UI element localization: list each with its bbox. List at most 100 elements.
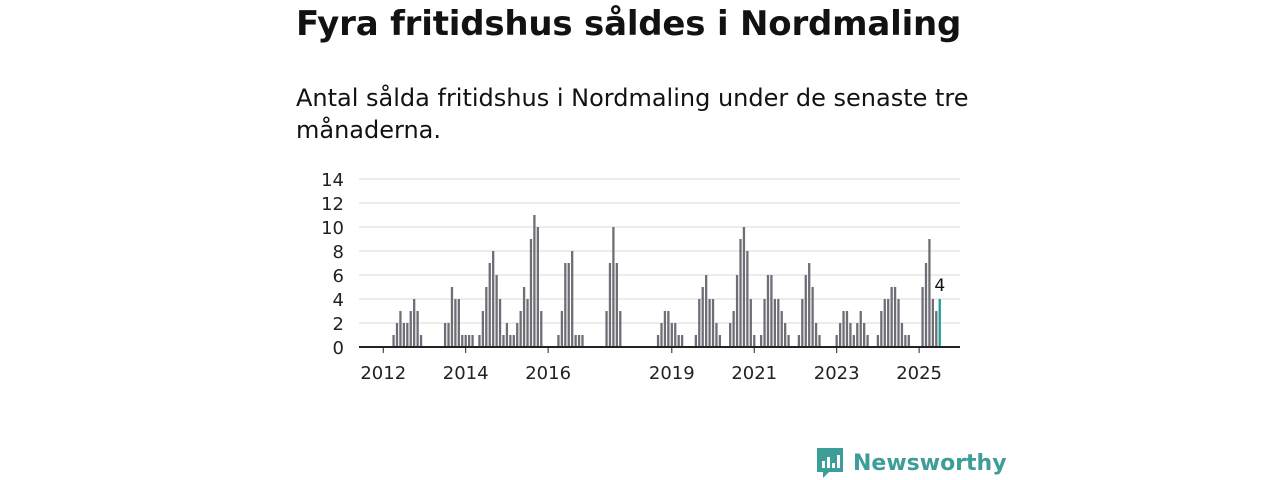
bar (883, 299, 886, 347)
x-tick-label: 2021 (731, 363, 777, 384)
bar (698, 299, 701, 347)
bar (893, 287, 897, 347)
bar (897, 299, 900, 347)
x-tick-label: 2025 (896, 363, 942, 384)
bar (811, 287, 814, 347)
gridlines (359, 178, 960, 324)
bar (814, 323, 818, 347)
bar (928, 239, 931, 347)
bar (773, 299, 776, 347)
bar (498, 299, 502, 347)
bar (849, 323, 852, 347)
bar (907, 335, 910, 347)
bar (395, 323, 399, 347)
bar (880, 311, 883, 347)
bar (406, 323, 409, 347)
bar (735, 275, 739, 347)
y-tick-label: 14 (321, 170, 344, 191)
bar (457, 299, 460, 347)
y-tick-label: 12 (321, 194, 344, 215)
bar (567, 263, 570, 347)
bar (801, 299, 804, 347)
bar (619, 311, 622, 347)
bar (656, 335, 660, 347)
bar (859, 311, 862, 347)
bar (856, 323, 859, 347)
bar (419, 335, 423, 347)
bar (866, 335, 869, 347)
y-tick-label: 4 (333, 290, 344, 311)
bar (784, 323, 787, 347)
bar (467, 335, 471, 347)
bar (876, 335, 880, 347)
bar (835, 335, 838, 347)
bar (660, 323, 663, 347)
bar (667, 311, 670, 347)
bar (560, 311, 564, 347)
bar (540, 311, 543, 347)
bar (571, 251, 574, 347)
bar (711, 299, 715, 347)
bar (718, 335, 722, 347)
bar (495, 275, 498, 347)
bar (931, 299, 935, 347)
x-tick-label: 2012 (360, 363, 406, 384)
bar (863, 323, 866, 347)
bar (461, 335, 464, 347)
bar (818, 335, 821, 347)
bar (808, 263, 811, 347)
bar (694, 335, 697, 347)
chart-title: Fyra fritidshus såldes i Nordmaling (296, 4, 962, 44)
bar (608, 263, 612, 347)
bar (443, 323, 447, 347)
bar (529, 239, 533, 347)
bar (416, 311, 419, 347)
bar (729, 323, 732, 347)
bar (890, 287, 893, 347)
bar (413, 299, 416, 347)
y-tick-label: 2 (333, 314, 344, 335)
bar (759, 335, 763, 347)
bar (526, 299, 529, 347)
bar (557, 335, 560, 347)
bar (478, 335, 481, 347)
bar (670, 323, 673, 347)
bar (742, 227, 746, 347)
bar (402, 323, 406, 347)
bar (887, 299, 890, 347)
bar (677, 335, 680, 347)
bar (770, 275, 773, 347)
bar-latest (938, 299, 941, 347)
newsworthy-logo-icon (817, 448, 843, 478)
bar-series (392, 215, 941, 347)
latest-value-label: 4 (934, 276, 945, 296)
bar (471, 335, 474, 347)
data-labels: 4 (934, 276, 945, 296)
bar (399, 311, 402, 347)
x-axis: 2012 2014 2016 2019 2021 2023 2025 (359, 346, 960, 384)
bar (615, 263, 618, 347)
y-tick-label: 10 (321, 218, 344, 239)
bar (447, 323, 450, 347)
y-tick-label: 6 (333, 266, 344, 287)
bar (454, 299, 457, 347)
bar (777, 299, 780, 347)
bar (516, 323, 519, 347)
brand-name: Newsworthy (853, 450, 1007, 476)
y-tick-label: 8 (333, 242, 344, 263)
bar (605, 311, 608, 347)
bar (780, 311, 783, 347)
bar (674, 323, 677, 347)
bar (505, 323, 509, 347)
bar (763, 299, 766, 347)
bar (522, 287, 526, 347)
bar (935, 311, 938, 347)
bar (753, 335, 756, 347)
bar (485, 287, 488, 347)
bar (766, 275, 770, 347)
bar (715, 323, 718, 347)
bar (804, 275, 807, 347)
bar (581, 335, 584, 347)
bar (512, 335, 515, 347)
y-tick-label: 0 (333, 338, 344, 359)
